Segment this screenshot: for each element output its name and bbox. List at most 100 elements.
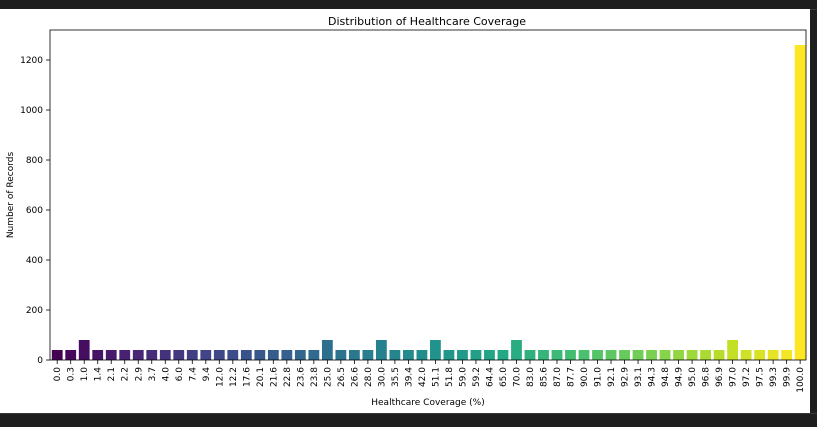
bar: [416, 350, 428, 360]
bar: [200, 350, 212, 360]
bar: [362, 350, 374, 360]
bar: [740, 350, 752, 360]
bar: [578, 350, 590, 360]
y-axis-label: Number of Records: [6, 152, 16, 239]
x-tick-label: 59.2: [472, 367, 482, 387]
bar: [294, 350, 306, 360]
figure-panel: Distribution of Healthcare Coverage 0 200…: [0, 9, 810, 413]
bar: [389, 350, 401, 360]
bar: [186, 350, 198, 360]
bar: [227, 350, 239, 360]
x-tick-label: 28.0: [364, 367, 374, 387]
x-tick-label: 70.0: [512, 367, 522, 387]
x-tick-label: 20.1: [256, 367, 266, 387]
x-tick-label: 35.5: [391, 367, 401, 387]
x-tick-label: 94.9: [675, 367, 685, 387]
x-tick-label: 21.6: [269, 367, 279, 387]
x-tick-label: 23.8: [310, 367, 320, 387]
x-tick-label: 0.0: [53, 367, 63, 382]
x-tick-label: 23.6: [296, 367, 306, 387]
bar: [686, 350, 698, 360]
bar: [457, 350, 468, 360]
y-tick-label: 200: [26, 306, 43, 316]
bar: [173, 350, 185, 360]
x-tick-label: 7.4: [188, 367, 198, 382]
y-tick-label: 1200: [20, 56, 43, 66]
bar: [308, 350, 320, 360]
bar: [497, 350, 509, 360]
x-axis: 0.0 0.3 1.0 1.4 2.1 2.2 2.9 3.7 4.0 6.0 7.4 9.4 12.0…: [53, 360, 806, 393]
x-tick-label: 1.4: [94, 367, 104, 382]
x-tick-label: 65.0: [499, 367, 509, 387]
bar: [619, 350, 630, 360]
x-tick-label: 91.0: [594, 367, 604, 387]
x-tick-label: 26.5: [337, 367, 347, 387]
x-tick-label: 25.0: [323, 367, 333, 387]
bar: [484, 350, 495, 360]
x-tick-label: 12.0: [215, 367, 225, 387]
bar: [132, 350, 144, 360]
x-tick-label: 17.6: [242, 367, 252, 387]
bar: [240, 350, 252, 360]
bar: [551, 350, 563, 360]
y-tick-label: 600: [26, 206, 43, 216]
plot-area-frame: [49, 29, 807, 361]
x-tick-label: 64.4: [485, 367, 495, 387]
bar: [794, 45, 806, 360]
bar: [348, 350, 360, 360]
x-tick-label: 96.8: [702, 367, 712, 387]
bar: [443, 350, 455, 360]
bar: [767, 350, 779, 360]
x-tick-label: 0.3: [67, 367, 77, 381]
bar: [524, 350, 536, 360]
x-tick-label: 87.0: [553, 367, 563, 387]
bar: [321, 340, 333, 360]
bar: [781, 350, 793, 360]
x-tick-label: 95.0: [688, 367, 698, 387]
x-tick-label: 42.0: [418, 367, 428, 387]
bar: [430, 340, 441, 360]
x-tick-label: 87.7: [567, 367, 577, 387]
x-tick-label: 30.0: [377, 367, 387, 387]
bar: [267, 350, 279, 360]
x-tick-label: 99.9: [783, 367, 793, 387]
x-tick-label: 94.3: [648, 367, 658, 387]
x-tick-label: 97.2: [742, 367, 752, 387]
bar: [78, 340, 90, 360]
bar: [403, 350, 414, 360]
x-tick-label: 90.0: [580, 367, 590, 387]
x-axis-label: Healthcare Coverage (%): [371, 398, 484, 408]
bar: [646, 350, 657, 360]
y-tick-label: 400: [26, 256, 43, 266]
x-tick-label: 51.8: [445, 367, 455, 387]
y-tick-label: 1000: [20, 106, 43, 116]
bar: [605, 350, 617, 360]
bars-group: [51, 45, 806, 360]
x-tick-label: 4.0: [161, 367, 171, 382]
x-tick-label: 92.9: [621, 367, 631, 387]
bar-chart: Distribution of Healthcare Coverage 0 200…: [6, 15, 807, 408]
chart-title: Distribution of Healthcare Coverage: [328, 15, 526, 28]
x-tick-label: 6.0: [175, 367, 185, 382]
bar: [51, 350, 63, 360]
bar: [105, 350, 117, 360]
x-tick-label: 100.0: [796, 367, 806, 393]
y-tick-label: 0: [37, 356, 43, 366]
bar: [92, 350, 104, 360]
bar: [565, 350, 576, 360]
x-tick-label: 93.1: [634, 367, 644, 387]
x-tick-label: 9.4: [202, 367, 212, 382]
y-tick-label: 800: [26, 156, 43, 166]
x-tick-label: 22.8: [283, 367, 293, 387]
x-tick-label: 96.9: [715, 367, 725, 387]
bar: [375, 340, 387, 360]
bar: [254, 350, 266, 360]
x-tick-label: 59.0: [458, 367, 468, 387]
bar: [632, 350, 644, 360]
bar: [727, 340, 738, 360]
bar: [65, 350, 77, 360]
x-tick-label: 83.0: [526, 367, 536, 387]
x-tick-label: 2.1: [107, 367, 117, 381]
x-tick-label: 97.5: [756, 367, 766, 387]
bar: [659, 350, 671, 360]
